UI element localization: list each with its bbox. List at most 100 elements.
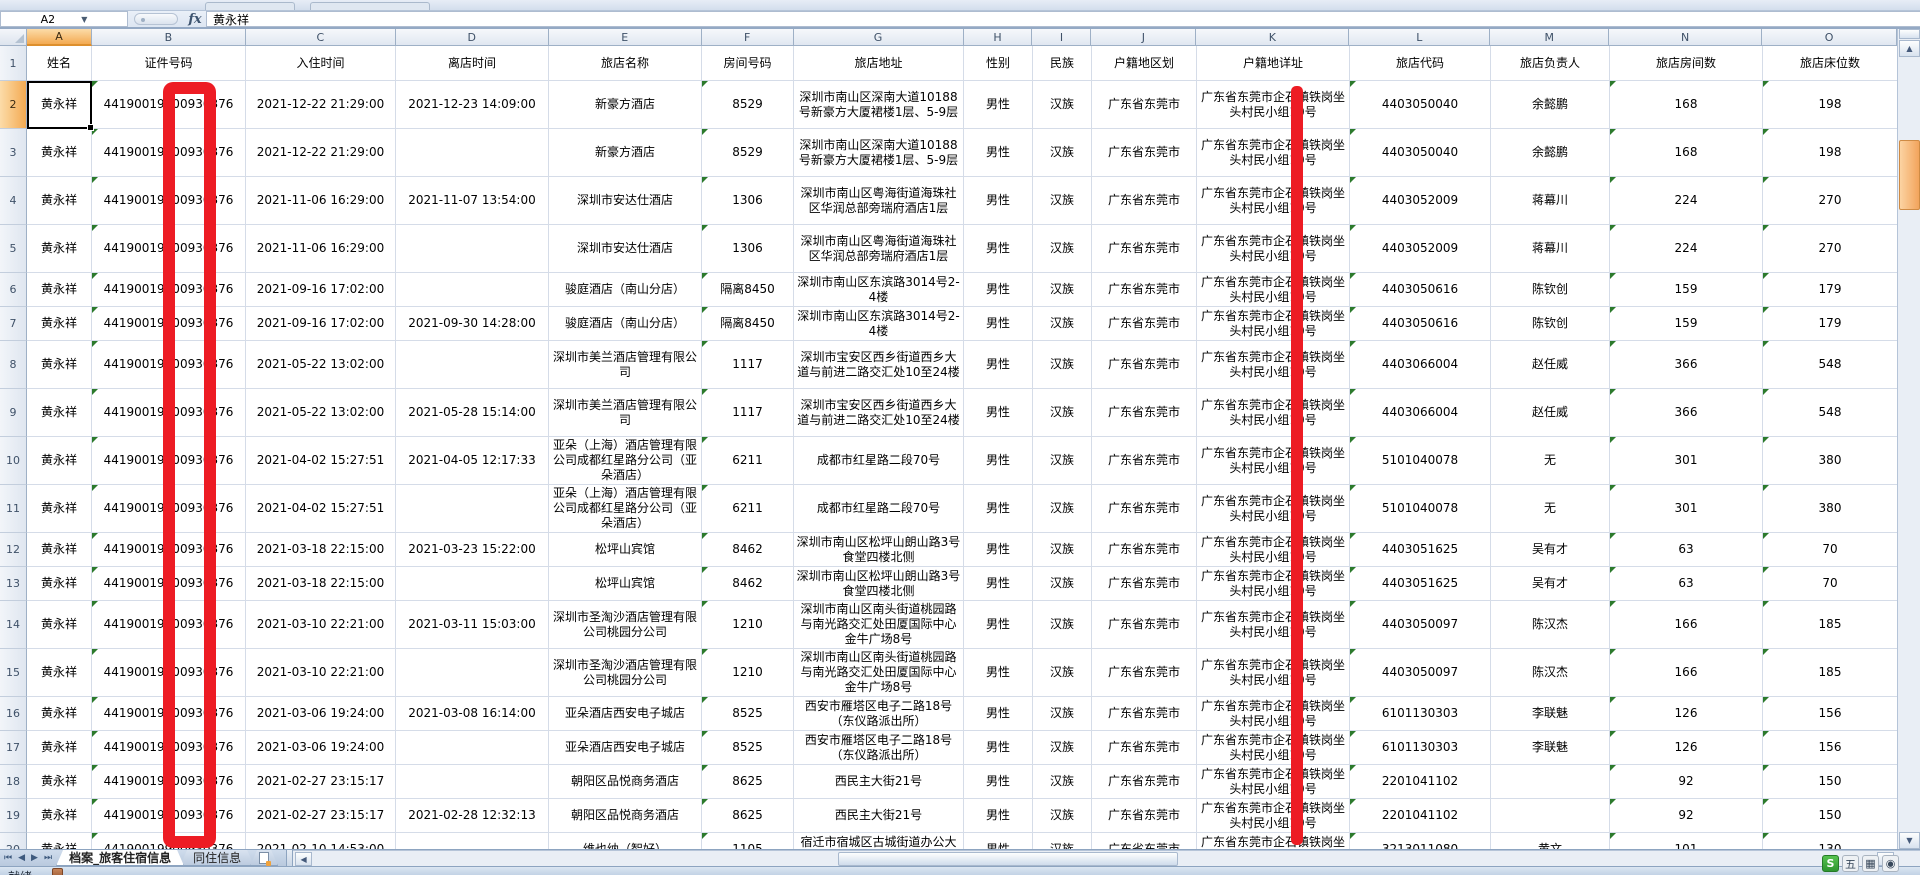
cell-D11[interactable] — [396, 485, 549, 533]
scroll-up-icon[interactable]: ▲ — [1899, 40, 1920, 57]
cell-A9[interactable]: 黄永祥 — [27, 389, 92, 437]
cell-A20[interactable]: 黄永祥 — [27, 833, 92, 849]
column-header-A[interactable]: A — [26, 29, 92, 46]
cell-G20[interactable]: 宿迁市宿城区古城街道办公大楼（地上北一层－地 — [794, 833, 964, 849]
cell-I8[interactable]: 汉族 — [1033, 341, 1092, 389]
cell-L11[interactable]: 5101040078 — [1350, 485, 1491, 533]
cell-D13[interactable] — [396, 567, 549, 601]
cell-K11[interactable]: 广东省东莞市企石镇铁岗坐头村民小组10号 — [1197, 485, 1350, 533]
cell-C9[interactable]: 2021-05-22 13:02:00 — [246, 389, 396, 437]
cell-F8[interactable]: 1117 — [702, 341, 794, 389]
cell-N4[interactable]: 224 — [1610, 177, 1763, 225]
cell-H12[interactable]: 男性 — [964, 533, 1033, 567]
row-header-13[interactable]: 13 — [0, 567, 27, 601]
cell-L19[interactable]: 2201041102 — [1350, 799, 1491, 833]
row-header-10[interactable]: 10 — [0, 437, 27, 485]
nav-last-icon[interactable]: ⏭ — [43, 853, 53, 863]
column-header-D[interactable]: D — [395, 29, 549, 46]
cell-H6[interactable]: 男性 — [964, 273, 1033, 307]
cell-H18[interactable]: 男性 — [964, 765, 1033, 799]
cell-M13[interactable]: 吴有才 — [1491, 567, 1610, 601]
cell-E10[interactable]: 亚朵（上海）酒店管理有限公司成都红星路分公司（亚朵酒店） — [549, 437, 702, 485]
cell-N16[interactable]: 126 — [1610, 697, 1763, 731]
cell-O3[interactable]: 198 — [1763, 129, 1897, 177]
cell-G7[interactable]: 深圳市南山区东滨路3014号2-4楼 — [794, 307, 964, 341]
column-header-I[interactable]: I — [1032, 29, 1092, 46]
scroll-left-icon[interactable]: ◀ — [295, 852, 313, 866]
cell-D7[interactable]: 2021-09-30 14:28:00 — [396, 307, 549, 341]
cell-A19[interactable]: 黄永祥 — [27, 799, 92, 833]
row-header-5[interactable]: 5 — [0, 225, 27, 273]
cell-A3[interactable]: 黄永祥 — [27, 129, 92, 177]
cell-G1[interactable]: 旅店地址 — [794, 46, 964, 81]
cell-E12[interactable]: 松坪山宾馆 — [549, 533, 702, 567]
cell-F18[interactable]: 8625 — [702, 765, 794, 799]
cell-L17[interactable]: 6101130303 — [1350, 731, 1491, 765]
cell-M15[interactable]: 陈汉杰 — [1491, 649, 1610, 697]
cell-L16[interactable]: 6101130303 — [1350, 697, 1491, 731]
cell-C3[interactable]: 2021-12-22 21:29:00 — [246, 129, 396, 177]
cell-J12[interactable]: 广东省东莞市 — [1092, 533, 1197, 567]
cell-G17[interactable]: 西安市雁塔区电子二路18号（东仪路派出所） — [794, 731, 964, 765]
cell-L8[interactable]: 4403066004 — [1350, 341, 1491, 389]
cell-F13[interactable]: 8462 — [702, 567, 794, 601]
cell-F7[interactable]: 隔离8450 — [702, 307, 794, 341]
cell-I15[interactable]: 汉族 — [1033, 649, 1092, 697]
cell-G16[interactable]: 西安市雁塔区电子二路18号（东仪路派出所） — [794, 697, 964, 731]
name-box-dropdown-icon[interactable]: ▼ — [81, 14, 88, 24]
row-header-2[interactable]: 2 — [0, 81, 27, 129]
cell-E16[interactable]: 亚朵酒店西安电子城店 — [549, 697, 702, 731]
column-header-H[interactable]: H — [963, 29, 1033, 46]
cell-K8[interactable]: 广东省东莞市企石镇铁岗坐头村民小组10号 — [1197, 341, 1350, 389]
row-header-15[interactable]: 15 — [0, 649, 27, 697]
cell-A2[interactable]: 黄永祥 — [27, 81, 92, 129]
cell-M14[interactable]: 陈汉杰 — [1491, 601, 1610, 649]
sheet-tab-active[interactable]: 档案_旅客住宿信息 — [56, 850, 184, 866]
cell-J17[interactable]: 广东省东莞市 — [1092, 731, 1197, 765]
cell-I16[interactable]: 汉族 — [1033, 697, 1092, 731]
cell-I5[interactable]: 汉族 — [1033, 225, 1092, 273]
cell-F15[interactable]: 1210 — [702, 649, 794, 697]
cell-D5[interactable] — [396, 225, 549, 273]
cell-G12[interactable]: 深圳市南山区松坪山朗山路3号食堂四楼北侧 — [794, 533, 964, 567]
cell-N2[interactable]: 168 — [1610, 81, 1763, 129]
row-header-4[interactable]: 4 — [0, 177, 27, 225]
cell-J11[interactable]: 广东省东莞市 — [1092, 485, 1197, 533]
cell-K4[interactable]: 广东省东莞市企石镇铁岗坐头村民小组10号 — [1197, 177, 1350, 225]
cell-L7[interactable]: 4403050616 — [1350, 307, 1491, 341]
cell-E5[interactable]: 深圳市安达仕酒店 — [549, 225, 702, 273]
cell-A14[interactable]: 黄永祥 — [27, 601, 92, 649]
cell-O16[interactable]: 156 — [1763, 697, 1897, 731]
cell-I3[interactable]: 汉族 — [1033, 129, 1092, 177]
row-header-20[interactable]: 20 — [0, 833, 27, 849]
cell-L6[interactable]: 4403050616 — [1350, 273, 1491, 307]
name-box-divider[interactable] — [134, 13, 178, 25]
cell-J1[interactable]: 户籍地区划 — [1092, 46, 1197, 81]
cell-L20[interactable]: 3213011080 — [1350, 833, 1491, 849]
cell-K3[interactable]: 广东省东莞市企石镇铁岗坐头村民小组10号 — [1197, 129, 1350, 177]
nav-first-icon[interactable]: ⏮ — [4, 853, 13, 863]
column-header-M[interactable]: M — [1490, 29, 1610, 46]
cell-C6[interactable]: 2021-09-16 17:02:00 — [246, 273, 396, 307]
row-header-18[interactable]: 18 — [0, 765, 27, 799]
column-header-N[interactable]: N — [1609, 29, 1763, 46]
ime-mode-icon[interactable]: 五 — [1842, 855, 1859, 872]
column-header-F[interactable]: F — [701, 29, 794, 46]
cell-D1[interactable]: 离店时间 — [396, 46, 549, 81]
cell-O13[interactable]: 70 — [1763, 567, 1897, 601]
cell-D2[interactable]: 2021-12-23 14:09:00 — [396, 81, 549, 129]
cell-K9[interactable]: 广东省东莞市企石镇铁岗坐头村民小组10号 — [1197, 389, 1350, 437]
cell-K14[interactable]: 广东省东莞市企石镇铁岗坐头村民小组10号 — [1197, 601, 1350, 649]
cell-G18[interactable]: 西民主大街21号 — [794, 765, 964, 799]
cell-N20[interactable]: 101 — [1610, 833, 1763, 849]
cell-K19[interactable]: 广东省东莞市企石镇铁岗坐头村民小组10号 — [1197, 799, 1350, 833]
cell-A5[interactable]: 黄永祥 — [27, 225, 92, 273]
cell-M20[interactable]: 黄文 — [1491, 833, 1610, 849]
cell-I6[interactable]: 汉族 — [1033, 273, 1092, 307]
cell-M18[interactable] — [1491, 765, 1610, 799]
cell-F3[interactable]: 8529 — [702, 129, 794, 177]
cell-M9[interactable]: 赵任威 — [1491, 389, 1610, 437]
cell-C10[interactable]: 2021-04-02 15:27:51 — [246, 437, 396, 485]
horizontal-scroll-thumb[interactable] — [838, 852, 1179, 866]
cell-O5[interactable]: 270 — [1763, 225, 1897, 273]
